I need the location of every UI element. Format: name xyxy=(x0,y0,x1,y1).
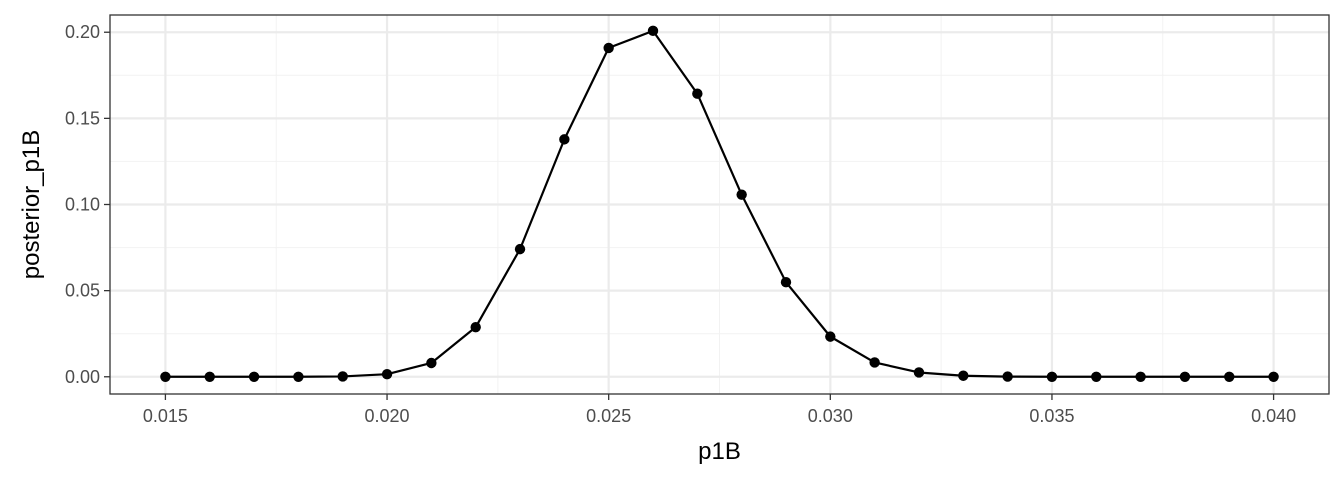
y-tick-label: 0.00 xyxy=(65,367,100,387)
data-point xyxy=(1002,371,1013,382)
data-point xyxy=(470,321,481,333)
data-point xyxy=(780,276,792,288)
data-point xyxy=(381,368,393,380)
data-point xyxy=(426,357,437,369)
data-point xyxy=(204,371,215,382)
data-point xyxy=(647,25,659,37)
data-point xyxy=(1179,371,1191,382)
data-point xyxy=(692,88,703,99)
x-tick-label: 0.020 xyxy=(365,406,410,426)
x-axis: 0.015 0.020 0.025 0.030 0.035 0.040 xyxy=(143,394,1296,426)
series-layer xyxy=(160,25,1279,382)
data-point xyxy=(1091,371,1102,382)
data-point xyxy=(1268,371,1279,382)
x-tick-label: 0.035 xyxy=(1029,406,1074,426)
data-point xyxy=(293,371,304,382)
x-tick-label: 0.030 xyxy=(808,406,853,426)
y-tick-label: 0.10 xyxy=(65,195,100,215)
data-point xyxy=(958,370,969,381)
data-point xyxy=(559,134,570,145)
data-point xyxy=(248,371,260,382)
y-tick-label: 0.15 xyxy=(65,108,100,128)
data-point xyxy=(1224,371,1235,382)
y-axis: 0.00 0.05 0.10 0.15 0.20 xyxy=(65,22,110,387)
data-point xyxy=(1046,371,1058,382)
data-point xyxy=(869,357,880,368)
data-point xyxy=(603,42,614,54)
series-line xyxy=(165,29,1274,378)
x-tick-label: 0.025 xyxy=(586,406,631,426)
data-point xyxy=(337,371,348,382)
y-tick-label: 0.20 xyxy=(65,22,100,42)
x-tick-label: 0.040 xyxy=(1251,406,1296,426)
data-point xyxy=(825,331,836,342)
x-tick-label: 0.015 xyxy=(143,406,188,426)
data-point xyxy=(160,371,171,382)
data-point xyxy=(514,243,526,255)
y-tick-label: 0.05 xyxy=(65,281,100,301)
data-point xyxy=(736,189,747,200)
y-axis-title: posterior_p1B xyxy=(18,130,45,279)
data-point xyxy=(1135,371,1146,382)
x-axis-title: p1B xyxy=(698,438,741,465)
data-point xyxy=(913,367,925,378)
